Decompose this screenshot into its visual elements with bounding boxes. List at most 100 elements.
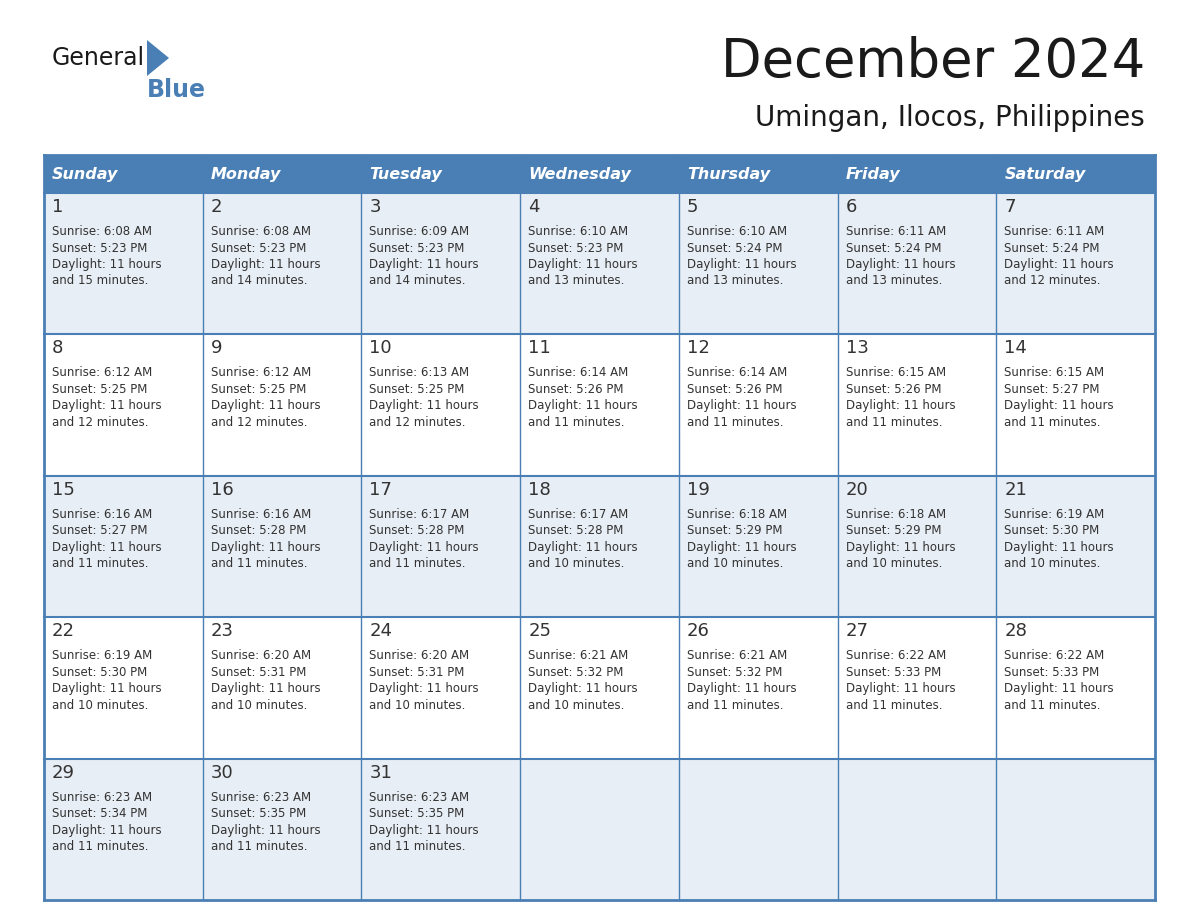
Text: Sunset: 5:31 PM: Sunset: 5:31 PM (369, 666, 465, 678)
Text: Sunrise: 6:16 AM: Sunrise: 6:16 AM (52, 508, 152, 521)
Bar (678, 617, 838, 758)
Bar (520, 334, 678, 476)
Text: Daylight: 11 hours: Daylight: 11 hours (1004, 258, 1114, 271)
Bar (997, 193, 1155, 334)
Bar (203, 617, 361, 758)
Text: and 11 minutes.: and 11 minutes. (687, 699, 783, 711)
Text: 29: 29 (52, 764, 75, 781)
Text: Sunset: 5:34 PM: Sunset: 5:34 PM (52, 807, 147, 820)
Text: 12: 12 (687, 340, 709, 357)
Text: Daylight: 11 hours: Daylight: 11 hours (846, 541, 955, 554)
Bar (678, 193, 838, 334)
Text: Sunset: 5:28 PM: Sunset: 5:28 PM (210, 524, 307, 537)
Text: Daylight: 11 hours: Daylight: 11 hours (210, 399, 321, 412)
Text: Monday: Monday (210, 166, 282, 182)
Bar (838, 617, 997, 758)
Text: and 13 minutes.: and 13 minutes. (846, 274, 942, 287)
Text: and 10 minutes.: and 10 minutes. (52, 699, 148, 711)
Text: Sunrise: 6:13 AM: Sunrise: 6:13 AM (369, 366, 469, 379)
Text: 5: 5 (687, 198, 699, 216)
Text: 30: 30 (210, 764, 234, 781)
Text: Daylight: 11 hours: Daylight: 11 hours (687, 399, 796, 412)
Text: and 15 minutes.: and 15 minutes. (52, 274, 148, 287)
Bar (361, 617, 520, 758)
Text: Sunrise: 6:08 AM: Sunrise: 6:08 AM (52, 225, 152, 238)
Text: Sunset: 5:26 PM: Sunset: 5:26 PM (846, 383, 941, 396)
Bar (520, 476, 678, 617)
Text: Sunrise: 6:19 AM: Sunrise: 6:19 AM (52, 649, 152, 662)
Text: Daylight: 11 hours: Daylight: 11 hours (210, 682, 321, 695)
Text: Sunrise: 6:23 AM: Sunrise: 6:23 AM (210, 790, 311, 803)
Text: Sunset: 5:31 PM: Sunset: 5:31 PM (210, 666, 307, 678)
Text: Sunrise: 6:22 AM: Sunrise: 6:22 AM (846, 649, 946, 662)
Text: Sunset: 5:28 PM: Sunset: 5:28 PM (369, 524, 465, 537)
Text: Sunset: 5:23 PM: Sunset: 5:23 PM (210, 241, 307, 254)
Text: Sunrise: 6:11 AM: Sunrise: 6:11 AM (846, 225, 946, 238)
Text: Sunrise: 6:12 AM: Sunrise: 6:12 AM (210, 366, 311, 379)
Text: Daylight: 11 hours: Daylight: 11 hours (210, 823, 321, 836)
Text: Sunrise: 6:14 AM: Sunrise: 6:14 AM (529, 366, 628, 379)
Text: 16: 16 (210, 481, 234, 498)
Bar (520, 758, 678, 900)
Text: 8: 8 (52, 340, 63, 357)
Text: and 10 minutes.: and 10 minutes. (687, 557, 783, 570)
Text: Sunset: 5:29 PM: Sunset: 5:29 PM (687, 524, 783, 537)
Text: Sunset: 5:23 PM: Sunset: 5:23 PM (52, 241, 147, 254)
Text: 24: 24 (369, 622, 392, 640)
Text: Sunrise: 6:23 AM: Sunrise: 6:23 AM (369, 790, 469, 803)
Text: Sunset: 5:28 PM: Sunset: 5:28 PM (529, 524, 624, 537)
Text: Thursday: Thursday (687, 166, 770, 182)
Text: Sunrise: 6:18 AM: Sunrise: 6:18 AM (846, 508, 946, 521)
Text: Sunrise: 6:22 AM: Sunrise: 6:22 AM (1004, 649, 1105, 662)
Bar (520, 193, 678, 334)
Text: Sunset: 5:27 PM: Sunset: 5:27 PM (52, 524, 147, 537)
Bar (838, 758, 997, 900)
Text: and 11 minutes.: and 11 minutes. (529, 416, 625, 429)
Text: Sunrise: 6:08 AM: Sunrise: 6:08 AM (210, 225, 311, 238)
Text: and 14 minutes.: and 14 minutes. (369, 274, 466, 287)
Text: and 12 minutes.: and 12 minutes. (52, 416, 148, 429)
Text: 26: 26 (687, 622, 709, 640)
Text: and 10 minutes.: and 10 minutes. (210, 699, 307, 711)
Text: Daylight: 11 hours: Daylight: 11 hours (369, 258, 479, 271)
Bar (997, 334, 1155, 476)
Text: Sunrise: 6:21 AM: Sunrise: 6:21 AM (529, 649, 628, 662)
Text: Sunrise: 6:16 AM: Sunrise: 6:16 AM (210, 508, 311, 521)
Text: and 10 minutes.: and 10 minutes. (846, 557, 942, 570)
Bar (44, 617, 203, 758)
Text: Sunrise: 6:15 AM: Sunrise: 6:15 AM (1004, 366, 1105, 379)
Text: 9: 9 (210, 340, 222, 357)
Text: Daylight: 11 hours: Daylight: 11 hours (846, 399, 955, 412)
Text: Daylight: 11 hours: Daylight: 11 hours (529, 399, 638, 412)
Text: 27: 27 (846, 622, 868, 640)
Text: Daylight: 11 hours: Daylight: 11 hours (210, 258, 321, 271)
Text: Sunrise: 6:18 AM: Sunrise: 6:18 AM (687, 508, 786, 521)
Bar (361, 334, 520, 476)
Bar (44, 334, 203, 476)
Text: Sunset: 5:24 PM: Sunset: 5:24 PM (846, 241, 941, 254)
Text: Daylight: 11 hours: Daylight: 11 hours (369, 399, 479, 412)
Text: and 12 minutes.: and 12 minutes. (210, 416, 308, 429)
Bar (44, 476, 203, 617)
Text: and 11 minutes.: and 11 minutes. (687, 416, 783, 429)
Text: and 14 minutes.: and 14 minutes. (210, 274, 308, 287)
Bar (44, 758, 203, 900)
Text: Wednesday: Wednesday (529, 166, 631, 182)
Text: Tuesday: Tuesday (369, 166, 442, 182)
Text: Sunset: 5:25 PM: Sunset: 5:25 PM (52, 383, 147, 396)
Text: Daylight: 11 hours: Daylight: 11 hours (1004, 682, 1114, 695)
Text: Sunrise: 6:11 AM: Sunrise: 6:11 AM (1004, 225, 1105, 238)
Text: Daylight: 11 hours: Daylight: 11 hours (1004, 541, 1114, 554)
Bar (361, 193, 520, 334)
Bar (997, 476, 1155, 617)
Text: Daylight: 11 hours: Daylight: 11 hours (846, 682, 955, 695)
Text: 22: 22 (52, 622, 75, 640)
Text: and 11 minutes.: and 11 minutes. (1004, 699, 1101, 711)
Text: Sunset: 5:35 PM: Sunset: 5:35 PM (369, 807, 465, 820)
Polygon shape (147, 40, 169, 76)
Bar (203, 193, 361, 334)
Text: Daylight: 11 hours: Daylight: 11 hours (52, 541, 162, 554)
Bar (44, 193, 203, 334)
Text: 7: 7 (1004, 198, 1016, 216)
Text: 21: 21 (1004, 481, 1028, 498)
